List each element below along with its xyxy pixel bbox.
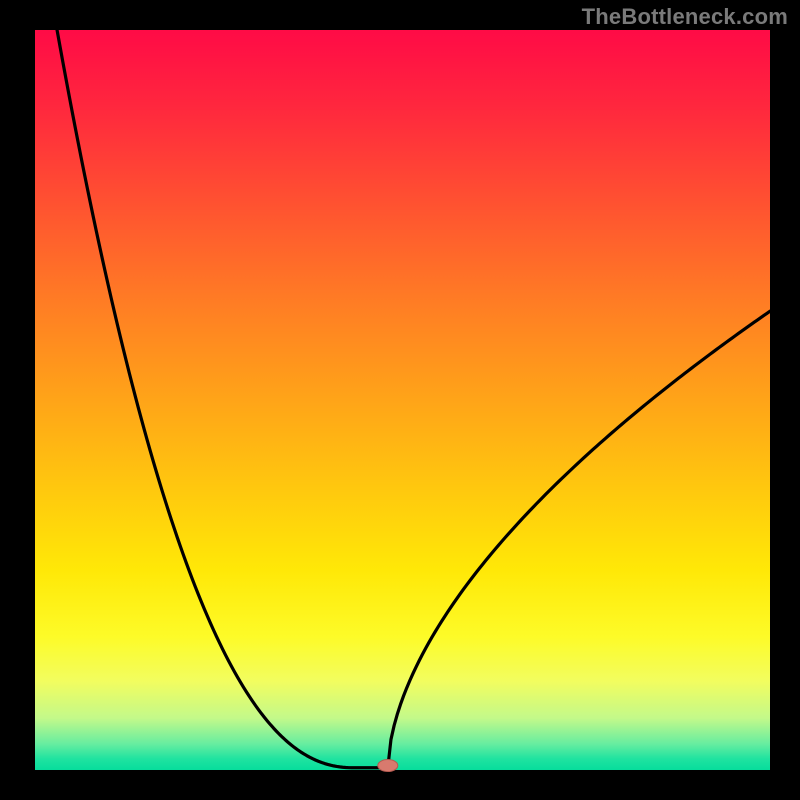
plot-area: [35, 30, 770, 770]
minimum-marker: [378, 760, 398, 772]
bottleneck-chart: [0, 0, 800, 800]
watermark-text: TheBottleneck.com: [582, 4, 788, 30]
